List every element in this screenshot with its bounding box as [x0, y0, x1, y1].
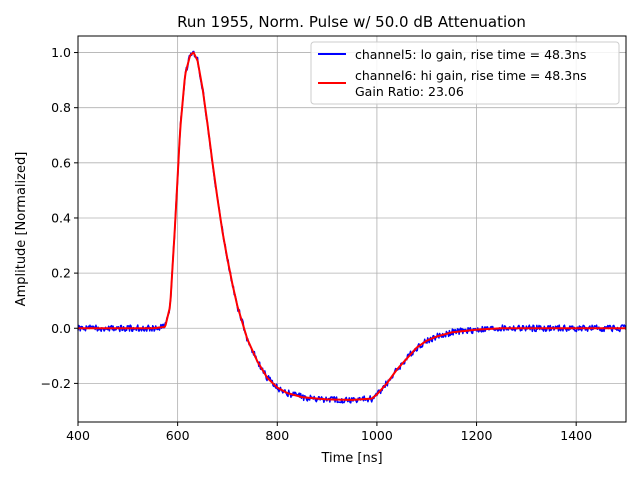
legend-entry-gain-ratio: Gain Ratio: 23.06: [355, 84, 464, 99]
x-tick-label: 1200: [461, 428, 493, 443]
y-tick-label: 0.6: [51, 155, 71, 170]
y-ticks: −0.2 0.0 0.2 0.4 0.6 0.8 1.0: [41, 45, 78, 391]
x-tick-label: 400: [66, 428, 90, 443]
legend-entry-channel6: channel6: hi gain, rise time = 48.3ns: [355, 68, 587, 83]
y-tick-label: −0.2: [41, 376, 71, 391]
y-tick-label: 0.2: [51, 266, 71, 281]
y-tick-label: 0.4: [51, 210, 71, 225]
series-line-channel6: [78, 51, 626, 401]
x-axis-label: Time [ns]: [320, 451, 382, 466]
y-tick-label: 0.0: [51, 321, 71, 336]
x-tick-label: 1000: [361, 428, 393, 443]
x-ticks: 400 600 800 1000 1200 1400: [66, 422, 592, 443]
y-tick-label: 1.0: [51, 45, 71, 60]
legend-entry-channel5: channel5: lo gain, rise time = 48.3ns: [355, 47, 586, 62]
legend: channel5: lo gain, rise time = 48.3ns ch…: [310, 41, 620, 105]
legend-box: [310, 41, 620, 105]
x-tick-label: 800: [265, 428, 289, 443]
x-tick-label: 1400: [560, 428, 592, 443]
y-tick-label: 0.8: [51, 100, 71, 115]
plot-lines: [77, 50, 627, 404]
x-tick-label: 600: [166, 428, 190, 443]
plot-frame: [77, 35, 627, 423]
y-axis-label: Amplitude [Normalized]: [14, 152, 29, 307]
chart-title: Run 1955, Norm. Pulse w/ 50.0 dB Attenua…: [177, 13, 526, 31]
